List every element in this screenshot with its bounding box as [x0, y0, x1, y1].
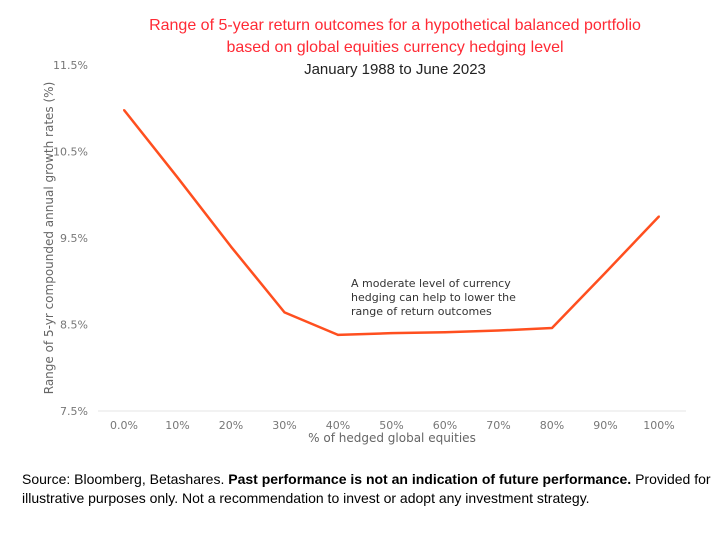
x-tick-label: 90% — [593, 419, 617, 432]
x-tick-label: 100% — [643, 419, 674, 432]
data-point — [497, 329, 500, 332]
x-tick-label: 10% — [165, 419, 189, 432]
data-point — [176, 176, 179, 179]
x-tick-label: 70% — [486, 419, 510, 432]
data-point — [337, 333, 339, 336]
y-axis-label: Range of 5-yr compounded annual growth r… — [42, 82, 56, 395]
x-tick-label: 30% — [272, 419, 296, 432]
x-tick-label: 50% — [379, 419, 403, 432]
data-point — [444, 331, 446, 334]
x-tick-label: 40% — [326, 419, 350, 432]
y-tick-label: 9.5% — [60, 232, 88, 245]
chart-title: Range of 5-year return outcomes for a hy… — [149, 17, 641, 34]
footer-note: Source: Bloomberg, Betashares. Past perf… — [22, 470, 712, 508]
chart-subtitle: January 1988 to June 2023 — [304, 61, 486, 78]
footer-disclaimer-bold: Past performance is not an indication of… — [228, 471, 632, 487]
footer-source: Source: Bloomberg, Betashares. — [22, 471, 229, 487]
annotation-line-1: A moderate level of currency — [351, 277, 511, 290]
y-tick-label: 7.5% — [60, 405, 88, 418]
x-tick-label: 20% — [219, 419, 243, 432]
x-axis-label: % of hedged global equities — [308, 431, 476, 445]
chart-title-line2: based on global equities currency hedgin… — [226, 39, 564, 56]
y-tick-label: 11.5% — [53, 59, 88, 72]
data-point — [283, 311, 286, 314]
data-point — [390, 332, 393, 335]
x-tick-label: 80% — [540, 419, 564, 432]
data-point — [604, 271, 607, 274]
annotation-line-2: hedging can help to lower the — [351, 291, 516, 304]
data-point — [658, 215, 660, 218]
data-point — [551, 326, 553, 329]
data-point — [230, 245, 232, 248]
x-tick-label: 60% — [433, 419, 457, 432]
footer-rest: Provided for illustrative purposes only.… — [22, 471, 711, 506]
y-tick-label: 8.5% — [60, 319, 88, 332]
y-tick-label: 10.5% — [53, 146, 88, 159]
x-tick-label: 0.0% — [110, 419, 138, 432]
data-point — [123, 108, 125, 111]
annotation-line-3: range of return outcomes — [351, 305, 492, 318]
